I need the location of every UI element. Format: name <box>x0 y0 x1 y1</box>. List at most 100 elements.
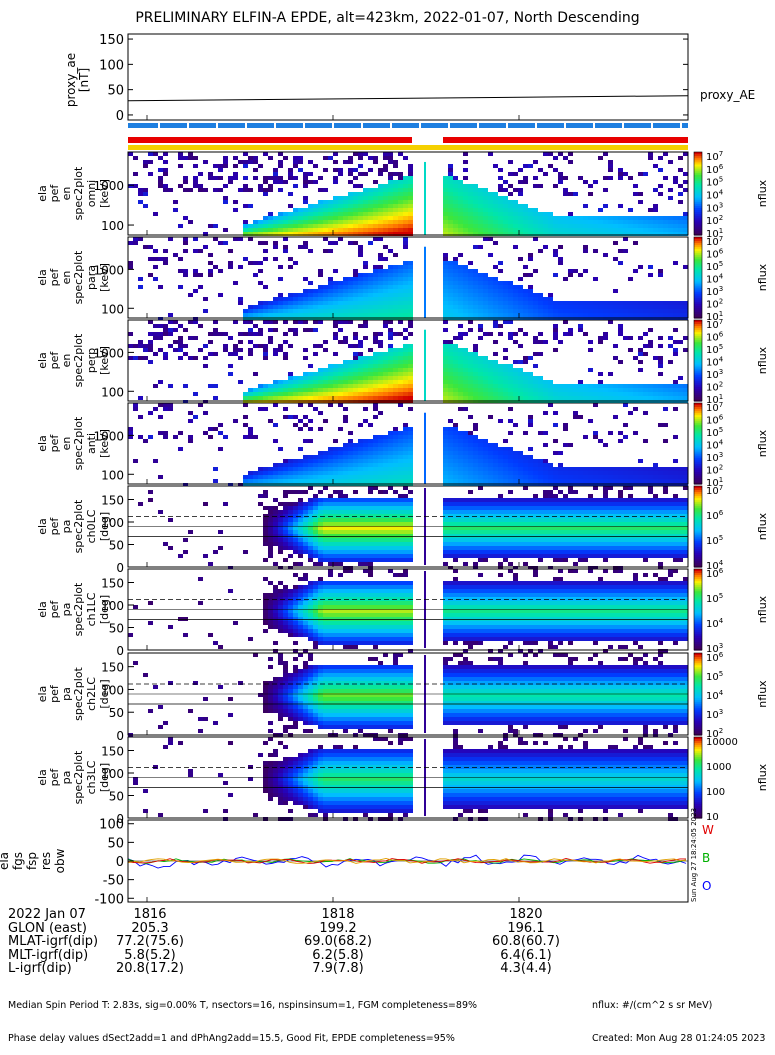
spec-cell <box>508 475 513 479</box>
spec-cell <box>628 348 633 352</box>
spec-cell <box>348 220 353 224</box>
spec-cell <box>373 459 378 463</box>
spec-cell <box>668 360 673 364</box>
spec-cell <box>173 435 178 439</box>
colorbar-tick: 104 <box>706 356 724 369</box>
spec-cell <box>398 447 403 451</box>
spec-cell <box>568 332 573 336</box>
spec-cell <box>668 467 673 471</box>
spec-cell <box>443 352 448 356</box>
spec-cell <box>653 313 658 317</box>
spec-cell <box>208 253 213 257</box>
spec-cell <box>588 419 593 423</box>
spec-cell <box>613 356 618 360</box>
spec-cell <box>308 384 313 388</box>
spec-cell <box>453 344 458 348</box>
spec-cell <box>373 228 378 232</box>
spec-cell <box>378 344 383 348</box>
spec-cell <box>263 471 268 475</box>
spec-cell <box>403 285 408 289</box>
spec-cell <box>333 216 338 220</box>
spec-cell <box>408 281 413 285</box>
spec-cell <box>588 184 593 188</box>
spec-cell <box>468 216 473 220</box>
spec-cell <box>323 220 328 224</box>
spec-cell <box>583 305 588 309</box>
spec-cell <box>408 380 413 384</box>
spec-cell <box>618 392 623 396</box>
spec-cell <box>553 554 558 558</box>
spec-cell <box>493 281 498 285</box>
spec-cell <box>553 184 558 188</box>
spec-cell <box>353 297 358 301</box>
spec-cell <box>298 388 303 392</box>
spec-cell <box>673 396 678 400</box>
spec-cell <box>318 475 323 479</box>
spec-cell <box>483 293 488 297</box>
spec-cell <box>253 388 258 392</box>
spec-cell <box>588 340 593 344</box>
spec-cell <box>368 241 373 245</box>
spec-cell <box>158 184 163 188</box>
spec-cell <box>383 443 388 447</box>
spec-cell <box>298 427 303 431</box>
spec-cell <box>553 471 558 475</box>
spec-cell <box>523 332 528 336</box>
spec-cell <box>408 463 413 467</box>
spec-cell <box>528 463 533 467</box>
spec-cell <box>353 285 358 289</box>
spec-cell <box>463 348 468 352</box>
spec-cell <box>463 277 468 281</box>
spec-cell <box>243 396 248 400</box>
spec-cell <box>553 518 558 522</box>
spec-cell <box>393 208 398 212</box>
spec-cell <box>558 309 563 313</box>
spec-cell <box>368 305 373 309</box>
spec-cell <box>253 324 258 328</box>
spec-cell <box>318 518 323 522</box>
spec-cell <box>273 245 278 249</box>
spec-cell <box>343 313 348 317</box>
spin-tick <box>622 123 624 128</box>
spec-cell <box>523 293 528 297</box>
spec-cell <box>398 184 403 188</box>
spec-cell <box>563 384 568 388</box>
spec-cell <box>318 562 323 566</box>
spec-cell <box>318 392 323 396</box>
spec-cell <box>478 293 483 297</box>
spec-cell <box>348 200 353 204</box>
spec-cell <box>383 479 388 483</box>
spec-cell <box>268 188 273 192</box>
spec-cell <box>523 459 528 463</box>
spec-cell <box>523 538 528 542</box>
spec-cell <box>178 156 183 160</box>
spec-cell <box>313 479 318 483</box>
spec-cell <box>448 168 453 172</box>
spec-cell <box>473 309 478 313</box>
spec-cell <box>358 376 363 380</box>
spec-cell <box>508 228 513 232</box>
spec-cell <box>473 562 478 566</box>
spec-cell <box>503 224 508 228</box>
spec-cell <box>318 530 323 534</box>
spec-cell <box>508 455 513 459</box>
spec-cell <box>578 176 583 180</box>
spec-cell <box>453 204 458 208</box>
spec-cell <box>453 200 458 204</box>
spec-cell <box>608 220 613 224</box>
spec-cell <box>313 204 318 208</box>
spec-cell <box>618 309 623 313</box>
spec-cell <box>493 475 498 479</box>
spec-cell <box>163 261 168 265</box>
spec-cell <box>593 313 598 317</box>
spec-cell <box>528 289 533 293</box>
spec-cell <box>618 220 623 224</box>
spec-cell <box>378 168 383 172</box>
spec-cell <box>348 309 353 313</box>
spec-cell <box>388 184 393 188</box>
spec-cell <box>583 396 588 400</box>
spec-cell <box>573 479 578 483</box>
spec-cell <box>363 558 368 562</box>
spec-cell <box>458 463 463 467</box>
